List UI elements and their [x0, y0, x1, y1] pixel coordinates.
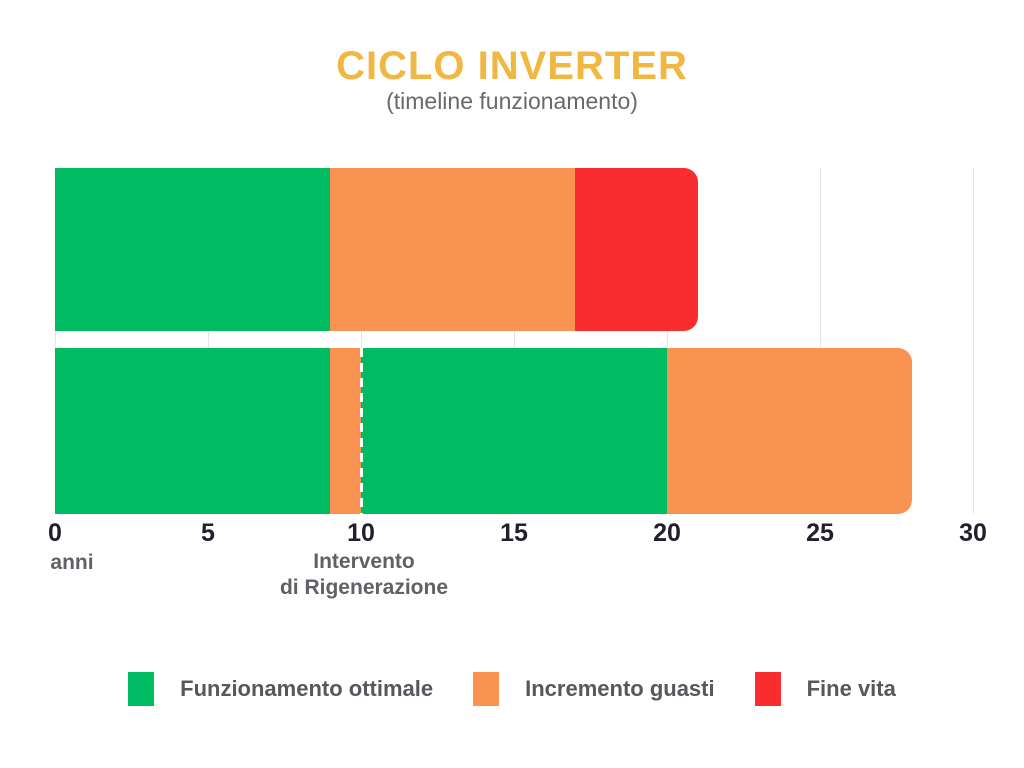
legend-item: Incremento guasti — [473, 672, 715, 706]
legend-label: Funzionamento ottimale — [180, 676, 434, 701]
page-subtitle: (timeline funzionamento) — [386, 88, 638, 114]
gridline — [514, 168, 515, 514]
x-tick-label: 20 — [653, 519, 681, 547]
legend-label: Incremento guasti — [525, 676, 715, 701]
bar-segment — [330, 168, 576, 331]
x-tick-label: 25 — [806, 519, 834, 547]
x-tick-label: 0 — [48, 519, 62, 547]
x-unit-label: anni — [50, 551, 94, 574]
bar-with-regeneration — [55, 348, 912, 514]
legend-swatch — [473, 672, 500, 706]
gridline — [820, 168, 821, 514]
legend-swatch — [754, 672, 781, 706]
gridline — [55, 168, 56, 514]
bar-segment — [55, 348, 331, 514]
bar-segment — [575, 168, 698, 331]
bar-segment — [330, 348, 362, 514]
bar-segment — [361, 348, 668, 514]
x-tick-label: 5 — [201, 519, 215, 547]
x-tick-label: 10 — [347, 519, 375, 547]
x-tick-label: 30 — [959, 519, 987, 547]
gridline — [973, 168, 974, 514]
legend-item: Fine vita — [754, 672, 896, 706]
legend-swatch — [128, 672, 155, 706]
legend-label: Fine vita — [806, 676, 896, 701]
bar-no-regeneration — [55, 168, 698, 331]
legend: Funzionamento ottimale Incremento guasti F… — [0, 672, 1024, 706]
bar-segment — [55, 168, 331, 331]
gridline — [361, 168, 362, 514]
annotation-line-2: di Rigenerazione — [279, 576, 449, 599]
bar-segment — [667, 348, 912, 514]
regeneration-annotation: Intervento di Rigenerazione — [280, 549, 448, 601]
annotation-line-1: Intervento — [313, 550, 415, 573]
page-title: CICLO INVERTER — [336, 44, 688, 88]
legend-item: Funzionamento ottimale — [128, 672, 433, 706]
gridline — [667, 168, 668, 514]
x-tick-label: 15 — [500, 519, 528, 547]
gridline — [208, 168, 209, 514]
regeneration-dashed-marker — [359, 348, 363, 514]
